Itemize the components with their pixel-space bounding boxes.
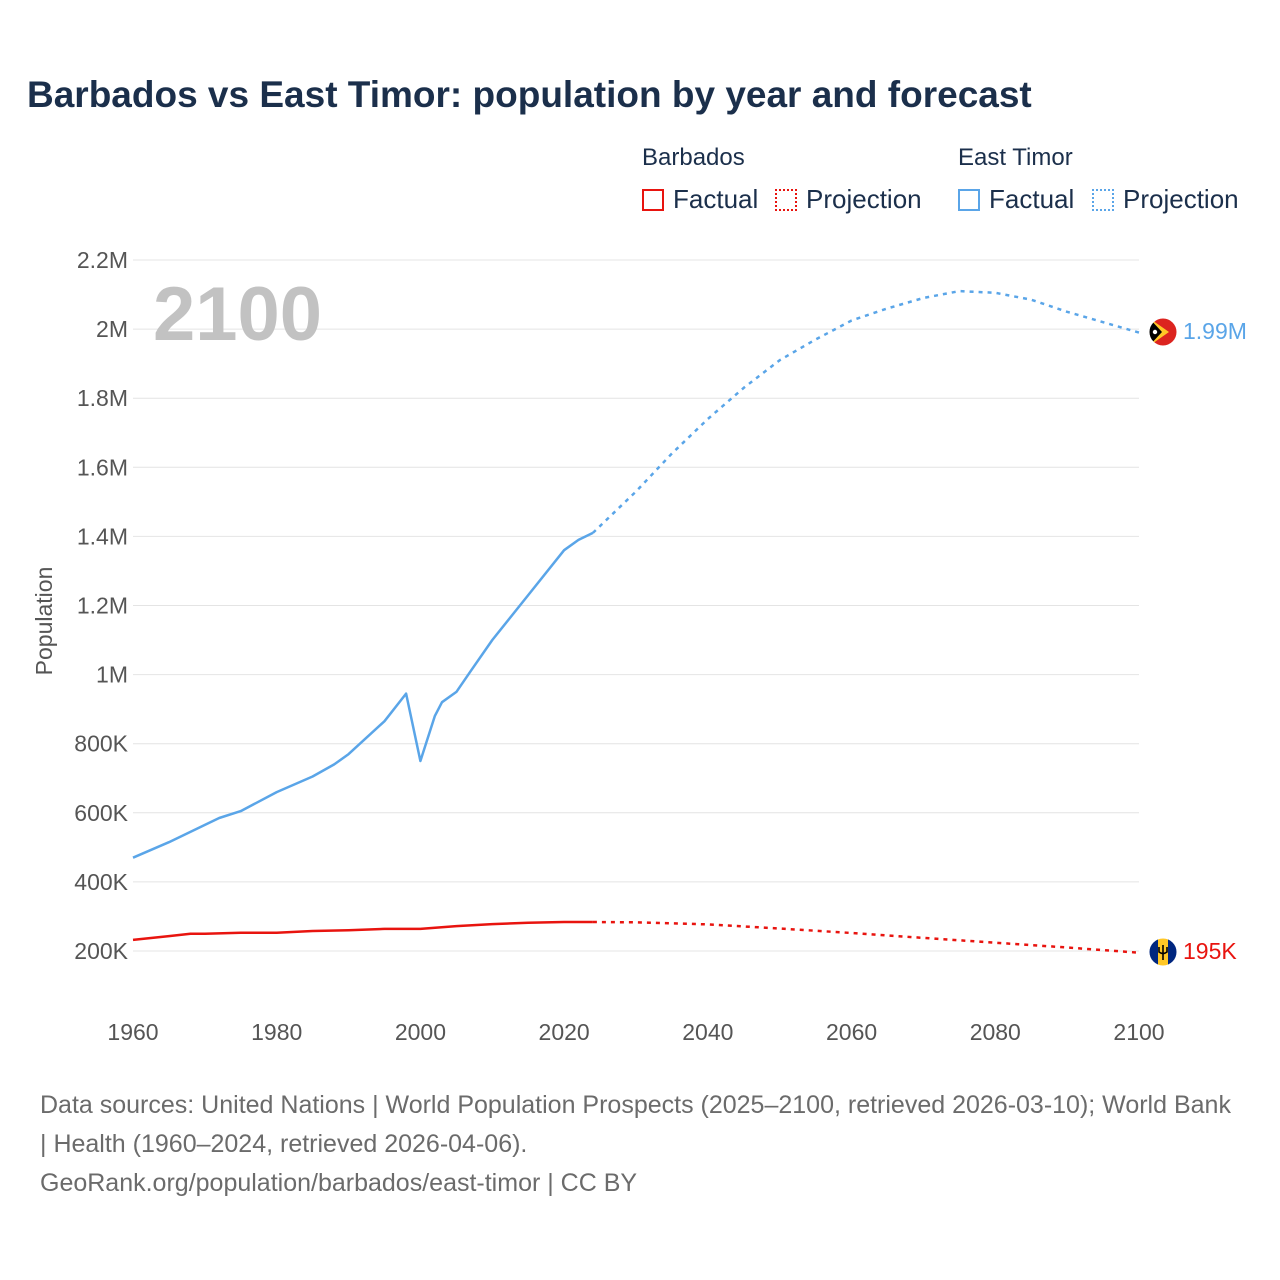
barbados-projection-line <box>592 920 1140 954</box>
x-tick-label: 1960 <box>107 1019 158 1045</box>
credit-link[interactable]: GeoRank.org/population/barbados/east-tim… <box>40 1169 638 1197</box>
east-timor-end-label: 1.99M <box>1183 318 1247 344</box>
legend-swatch-barbados-factual <box>642 188 664 211</box>
legend-swatch-barbados-projection <box>775 188 797 211</box>
legend-swatch-east-timor-projection <box>1092 188 1114 211</box>
x-tick-label: 2000 <box>395 1019 446 1045</box>
year-watermark: 2100 <box>153 272 322 357</box>
y-tick-label: 400K <box>74 869 128 895</box>
east-timor-projection-line <box>592 289 1140 534</box>
y-tick-label: 1M <box>96 662 128 688</box>
east-timor-flag-icon <box>1148 317 1178 347</box>
chart-title: Barbados vs East Timor: population by ye… <box>27 74 1032 115</box>
y-tick-label: 2M <box>96 316 128 342</box>
line-chart: 200K 400K 600K 800K 1M 1.2M 1.4M 1.6M 1.8M 2M 2.2M… <box>31 247 1247 1045</box>
series-lines <box>132 289 1140 954</box>
legend-east-timor-projection[interactable]: Projection <box>1092 184 1239 215</box>
x-tick-label: 2080 <box>970 1019 1021 1045</box>
legend-barbados-factual[interactable]: Factual <box>642 184 758 215</box>
x-tick-label: 2060 <box>826 1019 877 1045</box>
barbados-flag-icon <box>1148 937 1178 967</box>
legend-label: Projection <box>806 184 922 214</box>
legend-east-timor-factual[interactable]: Factual <box>958 184 1074 215</box>
east-timor-factual-line <box>132 531 594 859</box>
legend-swatch-east-timor-factual <box>958 188 980 211</box>
legend-group-east-timor: East Timor <box>958 144 1073 171</box>
y-tick-label: 200K <box>74 938 128 964</box>
barbados-factual-line <box>132 920 593 942</box>
barbados-end-label: 195K <box>1183 938 1237 964</box>
gridlines <box>133 259 1139 952</box>
x-tick-label: 1980 <box>251 1019 302 1045</box>
y-tick-label: 600K <box>74 800 128 826</box>
legend-label: Projection <box>1123 184 1239 214</box>
y-tick-label: 1.4M <box>77 523 128 549</box>
y-tick-label: 2.2M <box>77 247 128 273</box>
y-tick-label: 1.6M <box>77 454 128 480</box>
y-tick-label: 800K <box>74 731 128 757</box>
legend-barbados-projection[interactable]: Projection <box>775 184 922 215</box>
y-tick-label: 1.8M <box>77 385 128 411</box>
legend-label: Factual <box>989 184 1075 214</box>
legend-label: Factual <box>673 184 759 214</box>
y-axis-label: Population <box>31 567 57 676</box>
legend-group-barbados: Barbados <box>642 144 745 171</box>
footer: Data sources: United Nations | World Pop… <box>40 1086 1240 1203</box>
x-axis-ticks: 1960 1980 2000 2020 2040 2060 2080 2100 <box>107 1019 1164 1045</box>
data-sources: Data sources: United Nations | World Pop… <box>40 1091 1231 1158</box>
y-tick-label: 1.2M <box>77 593 128 619</box>
y-axis-ticks: 200K 400K 600K 800K 1M 1.2M 1.4M 1.6M 1.8M 2M 2.2M <box>74 247 128 964</box>
x-tick-label: 2020 <box>539 1019 590 1045</box>
x-tick-label: 2100 <box>1113 1019 1164 1045</box>
series-end-markers: 1.99M 195K <box>1148 317 1247 967</box>
x-tick-label: 2040 <box>682 1019 733 1045</box>
